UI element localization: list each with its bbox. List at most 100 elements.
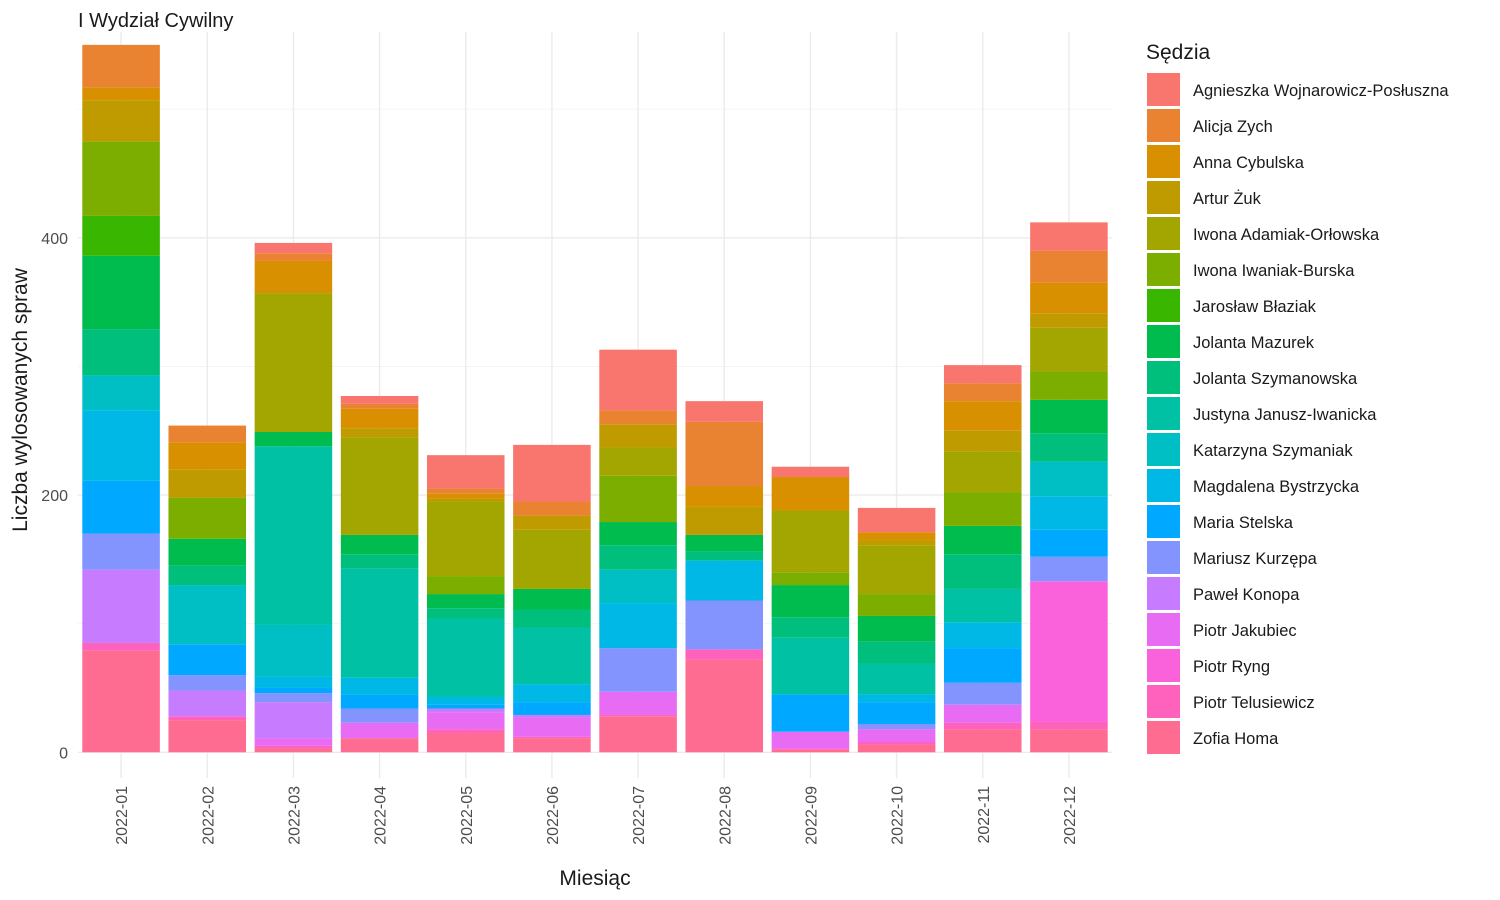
bar-segment (771, 637, 850, 695)
bar-segment (340, 694, 419, 709)
bar-segment (599, 691, 677, 715)
bar-segment (513, 714, 591, 718)
bar-segment (426, 493, 505, 499)
bar-segment (513, 609, 591, 628)
bar-segment (599, 648, 677, 692)
bar-segment (168, 716, 247, 721)
bar-segment (82, 410, 160, 481)
bar-segment (82, 44, 160, 88)
legend-key (1147, 685, 1180, 718)
bar-segment (254, 693, 333, 703)
legend-label: Maria Stelska (1193, 514, 1294, 532)
bar-segment (513, 444, 591, 502)
bar-segment (168, 538, 247, 566)
bar-segment (857, 545, 936, 595)
legend-label: Anna Cybulska (1193, 154, 1305, 172)
x-tick-label: 2022-06 (545, 786, 562, 845)
bar-segment (340, 568, 419, 678)
bar-segment (1030, 461, 1108, 497)
bar-segment (254, 242, 333, 254)
bar-segment (943, 682, 1022, 705)
bar-segment (426, 696, 505, 705)
bar-segment (254, 293, 333, 433)
bar-segment (1030, 581, 1108, 722)
bar-segment (82, 255, 160, 330)
y-tick-label: 0 (59, 745, 68, 762)
bar-segment (426, 708, 505, 713)
x-tick-label: 2022-10 (890, 786, 907, 845)
bar-segment (513, 736, 591, 739)
bar-segment (943, 401, 1022, 431)
bar-segment (1030, 371, 1108, 400)
legend-label: Artur Żuk (1193, 189, 1262, 208)
bar-segment (513, 501, 591, 516)
bar-segment (426, 729, 505, 733)
bar-segment (599, 424, 677, 448)
bar-segment (254, 702, 333, 739)
bar-segment (771, 510, 850, 573)
bar-segment (168, 644, 247, 676)
bar-segment (1030, 327, 1108, 372)
bar-segment (943, 383, 1022, 402)
bar-segment (943, 722, 1022, 730)
legend-key (1147, 217, 1180, 250)
bar-segment (168, 425, 247, 443)
bar-segment (168, 442, 247, 470)
bar-segment (426, 594, 505, 609)
bar-segment (168, 565, 247, 586)
x-tick-label: 2022-05 (459, 786, 476, 845)
legend-label: Piotr Telusiewicz (1193, 694, 1315, 712)
bar-segment (599, 522, 677, 546)
x-axis-title: Miesiąc (559, 867, 630, 890)
bar-segment (1030, 282, 1108, 314)
bar-segment (943, 365, 1022, 384)
x-tick-label: 2022-04 (373, 786, 390, 845)
legend: Sędzia Agnieszka Wojnarowicz-Posłuszna Al… (1146, 41, 1449, 754)
bar-segment (254, 738, 333, 746)
bar-segment (771, 466, 850, 478)
bar-segment (513, 529, 591, 589)
x-tick-label: 2022-03 (286, 786, 303, 845)
bar-segment (857, 641, 936, 664)
bar-segment (857, 694, 936, 703)
bar-segment (857, 663, 936, 695)
bar-segment (426, 712, 505, 730)
bar-segment (857, 723, 936, 730)
bar-segment (943, 492, 1022, 526)
bar-segment (599, 569, 677, 604)
bar-segment (254, 748, 333, 753)
legend-label: Piotr Jakubiec (1193, 622, 1297, 640)
x-tick-label: 2022-02 (200, 786, 217, 845)
bar-segment (1030, 313, 1108, 328)
legend-label: Iwona Adamiak-Orłowska (1193, 226, 1380, 244)
bar-segment (254, 624, 333, 677)
legend-label: Mariusz Kurzępa (1193, 550, 1318, 568)
bar-segment (82, 480, 160, 534)
bar-segment (254, 446, 333, 625)
bar-segment (771, 585, 850, 618)
bar-segment (599, 410, 677, 425)
bar-segment (685, 551, 764, 561)
x-tick-labels: 2022-01 2022-02 2022-03 2022-04 2022-05 2022-… (114, 786, 1079, 845)
bar-segment (685, 401, 764, 422)
bar-segment (857, 507, 936, 533)
legend-key (1147, 433, 1180, 466)
bar-segment (857, 702, 936, 724)
bar-segment (685, 506, 764, 535)
bar-segment (771, 477, 850, 511)
bar-segment (685, 659, 764, 753)
bar-segment (599, 716, 677, 753)
y-tick-label: 400 (41, 231, 68, 248)
legend-label: Katarzyna Szymaniak (1193, 442, 1353, 460)
bar-segment (599, 447, 677, 476)
bar-segment (599, 349, 677, 411)
bar-segment (340, 408, 419, 429)
bar-segment (168, 690, 247, 717)
bar-segment (1030, 529, 1108, 557)
bar-segment (943, 525, 1022, 555)
bar-segment (82, 100, 160, 142)
bar-segment (82, 533, 160, 570)
chart-title: I Wydział Cywilny (78, 10, 233, 32)
legend-key (1147, 325, 1180, 358)
